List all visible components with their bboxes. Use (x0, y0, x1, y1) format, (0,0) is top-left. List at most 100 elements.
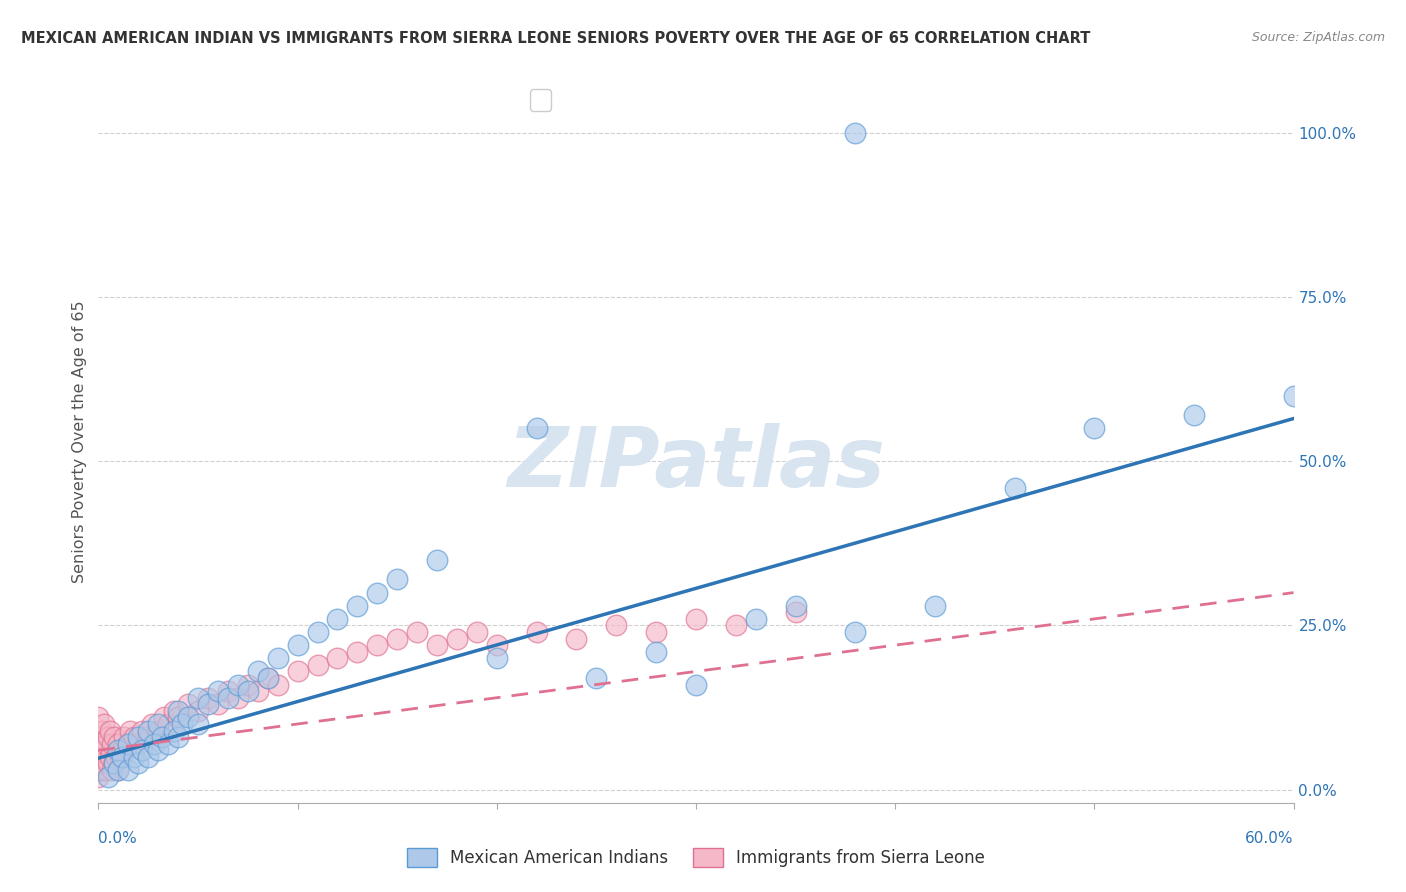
Point (93, 749, 115, 764)
Point (91, 756, 114, 771)
Point (148, 723, 170, 738)
Point (446, 632, 468, 646)
Point (167, 710, 190, 724)
Point (148, 717, 170, 731)
Point (127, 756, 149, 771)
Point (1083, 421, 1105, 435)
Point (91, 723, 114, 738)
Point (217, 684, 239, 698)
Point (117, 763, 139, 777)
Point (565, 632, 588, 646)
Point (187, 690, 209, 705)
Point (89, 763, 111, 777)
Point (89, 737, 111, 751)
Point (685, 612, 707, 626)
Text: ZIPatlas: ZIPatlas (508, 423, 884, 504)
Point (96, 763, 118, 777)
Point (385, 632, 409, 646)
Point (111, 749, 134, 764)
Point (87, 710, 110, 724)
Point (465, 625, 488, 640)
Point (97, 756, 120, 771)
Point (136, 723, 159, 738)
Point (87, 730, 110, 744)
Point (98, 749, 122, 764)
Point (103, 756, 125, 771)
Point (111, 743, 134, 757)
Point (485, 638, 508, 652)
Point (131, 723, 153, 738)
Point (177, 710, 200, 724)
Point (785, 599, 807, 613)
Point (385, 573, 409, 587)
Point (167, 704, 190, 718)
Point (163, 723, 186, 738)
Point (1004, 481, 1026, 495)
Point (685, 677, 707, 691)
Point (366, 585, 388, 599)
Point (426, 553, 449, 567)
Point (153, 710, 176, 724)
Point (187, 704, 209, 718)
Point (131, 743, 153, 757)
Point (197, 690, 219, 705)
Point (526, 421, 548, 435)
Point (101, 763, 124, 777)
Point (346, 645, 368, 659)
Point (124, 749, 146, 764)
Point (110, 749, 132, 764)
Point (366, 638, 388, 652)
Point (117, 737, 139, 751)
Point (326, 651, 349, 665)
Point (127, 730, 149, 744)
Point (844, 625, 866, 640)
Point (406, 625, 429, 640)
Point (107, 763, 129, 777)
Point (127, 737, 149, 751)
Point (246, 684, 269, 698)
Point (136, 730, 159, 744)
Point (105, 749, 128, 764)
Point (844, 126, 866, 140)
Legend: Mexican American Indians, Immigrants from Sierra Leone: Mexican American Indians, Immigrants fro… (399, 841, 993, 874)
Point (87, 749, 110, 764)
Point (96, 737, 118, 751)
Point (287, 665, 309, 679)
Point (256, 671, 278, 685)
Point (150, 730, 173, 744)
Point (724, 618, 747, 632)
Point (136, 749, 159, 764)
Point (217, 690, 239, 705)
Point (148, 743, 170, 757)
Point (163, 704, 186, 718)
Point (107, 763, 129, 777)
Point (124, 730, 146, 744)
Point (287, 638, 309, 652)
Point (307, 625, 329, 640)
Point (187, 717, 209, 731)
Point (785, 605, 807, 619)
Text: 0.0%: 0.0% (98, 831, 138, 846)
Point (172, 717, 194, 731)
Point (307, 657, 329, 672)
Point (141, 717, 163, 731)
Point (157, 737, 180, 751)
Point (120, 723, 142, 738)
Point (177, 698, 200, 712)
Point (485, 651, 508, 665)
Point (107, 743, 129, 757)
Point (197, 698, 219, 712)
Point (103, 730, 125, 744)
Point (267, 677, 290, 691)
Point (117, 737, 139, 751)
Point (112, 730, 135, 744)
Point (585, 671, 607, 685)
Text: 60.0%: 60.0% (1246, 831, 1294, 846)
Text: MEXICAN AMERICAN INDIAN VS IMMIGRANTS FROM SIERRA LEONE SENIORS POVERTY OVER THE: MEXICAN AMERICAN INDIAN VS IMMIGRANTS FR… (21, 31, 1091, 46)
Point (103, 756, 125, 771)
Point (236, 684, 259, 698)
Point (97, 730, 120, 744)
Point (745, 612, 768, 626)
Point (924, 599, 946, 613)
Point (167, 730, 190, 744)
